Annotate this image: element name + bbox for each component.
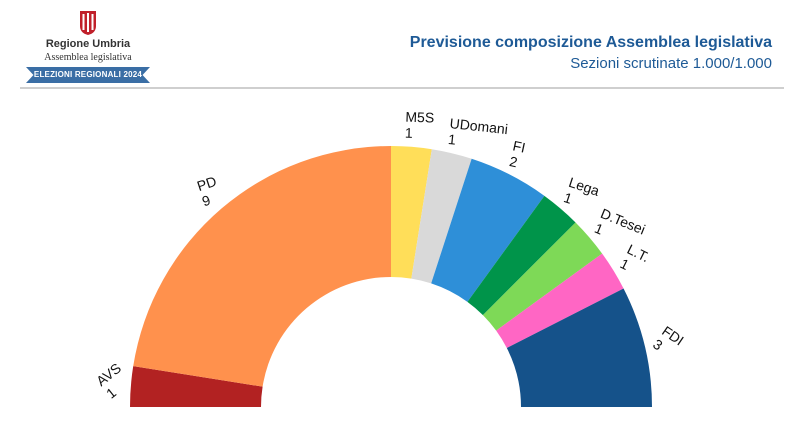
party-name: M5S [405,109,434,126]
seat-count: 2 [508,153,519,170]
seat-count: 1 [592,220,605,238]
page-title: Previsione composizione Assemblea legisl… [409,34,772,51]
slice-udomani [411,149,472,284]
label-l-t: L.T.1 [618,241,652,273]
page-subtitle: Sezioni scrutinate 1.000/1.000 [570,55,772,72]
seat-count: 1 [447,131,457,148]
party-name: UDomani [449,115,509,137]
seat-count: 1 [562,189,575,207]
slice-fi [431,158,545,302]
header: Regione Umbria Assemblea legislativa ELE… [0,0,800,90]
label-fi: FI2 [508,137,527,170]
slice-m5s [391,146,432,279]
region-name: Regione Umbria [45,38,131,50]
logo: Regione Umbria Assemblea legislativa ELE… [22,8,154,86]
party-name: FI [511,137,527,155]
slice-d-tesei [482,222,603,331]
seat-count: 1 [103,384,119,402]
slice-avs [130,366,263,407]
party-name: D.Tesei [598,205,647,238]
crest-icon [80,11,96,35]
label-pd: PD9 [195,173,218,210]
slice-lega [467,195,576,316]
slice-fdi [506,288,652,407]
seat-count: 3 [650,336,666,354]
header-divider [20,87,784,89]
slice-l-t [496,253,624,348]
seat-count: 9 [200,192,213,210]
slice-pd [133,146,391,387]
seat-count: 1 [618,255,632,273]
assembly-name: Assemblea legislativa [44,52,132,63]
election-ribbon: ELEZIONI REGIONALI 2024 [26,67,150,83]
party-name: FDI [659,323,687,349]
seat-count: 1 [405,125,414,141]
party-name: PD [195,173,218,194]
